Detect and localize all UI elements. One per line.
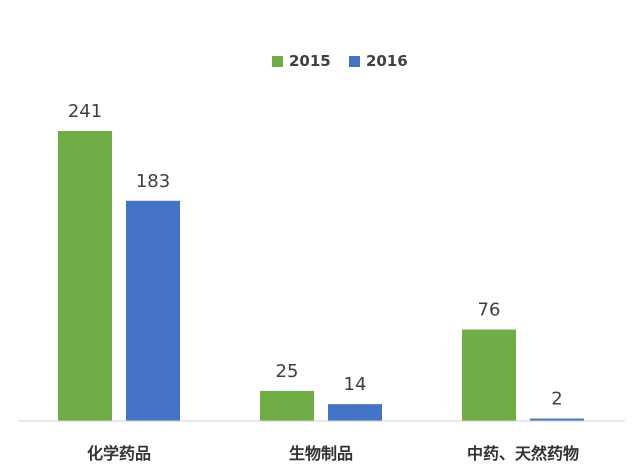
bar-2015-2 xyxy=(462,329,516,421)
legend-swatch-2016 xyxy=(349,55,360,67)
legend-item-2016: 2016 xyxy=(349,50,408,72)
x-tick-label-1: 生物制品 xyxy=(289,444,353,463)
bar-2015-1 xyxy=(260,390,314,421)
data-label-2015-1: 25 xyxy=(276,361,299,382)
bar-2016-2 xyxy=(530,418,584,421)
legend-item-2015: 2015 xyxy=(272,50,331,72)
data-label-2015-2: 76 xyxy=(478,300,501,321)
data-label-2016-1: 14 xyxy=(344,374,367,395)
x-tick-label-2: 中药、天然药物 xyxy=(467,444,579,463)
legend-label-2015: 2015 xyxy=(289,52,331,70)
data-label-2015-0: 241 xyxy=(68,101,102,122)
legend-label-2016: 2016 xyxy=(366,52,408,70)
x-tick-label-0: 化学药品 xyxy=(87,444,151,463)
data-label-2016-0: 183 xyxy=(136,171,170,192)
legend: 2015 2016 xyxy=(0,50,640,72)
bar-2015-0 xyxy=(58,131,112,421)
bar-2016-0 xyxy=(126,200,180,421)
bar-2016-1 xyxy=(328,404,382,421)
data-label-2016-2: 2 xyxy=(551,389,562,410)
legend-swatch-2015 xyxy=(272,55,283,67)
